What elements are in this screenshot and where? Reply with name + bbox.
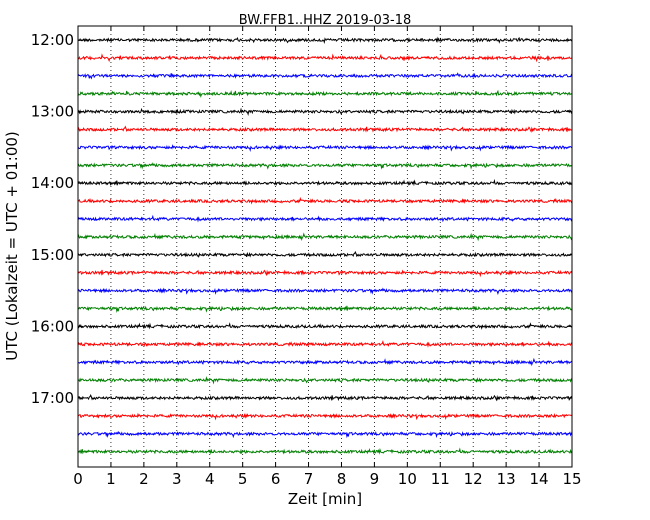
- x-tick-label: 11: [431, 470, 450, 488]
- trace-15: [77, 305, 573, 313]
- grid-lines: [110, 26, 540, 467]
- trace-7: [77, 162, 573, 170]
- x-axis-ticks: 0 1 2 3 4 5 6 7 8 9 10 11 12 13 14 15: [73, 26, 582, 488]
- trace-10: [77, 214, 573, 223]
- trace-23: [77, 447, 573, 455]
- trace-22: [77, 430, 573, 439]
- trace-5: [77, 125, 573, 133]
- trace-4: [77, 107, 573, 116]
- trace-6: [77, 144, 573, 153]
- x-tick-label: 9: [370, 470, 380, 488]
- x-tick-label: 14: [530, 470, 549, 488]
- trace-9: [77, 196, 573, 205]
- y-tick-label: 17:00: [31, 389, 74, 407]
- x-tick-label: 6: [271, 470, 281, 488]
- y-tick-label: 13:00: [31, 103, 74, 121]
- trace-13: [77, 269, 573, 278]
- plot-frame: [77, 25, 573, 468]
- x-tick-label: 13: [497, 470, 516, 488]
- trace-18: [77, 357, 573, 367]
- x-tick-label: 7: [304, 470, 314, 488]
- y-axis-ticks: 12:00 13:00 14:00 15:00 16:00 17:00: [31, 31, 572, 407]
- y-tick-label: 12:00: [31, 31, 74, 49]
- x-tick-label: 5: [238, 470, 248, 488]
- trace-19: [77, 375, 573, 385]
- trace-2: [77, 72, 573, 80]
- x-tick-label: 0: [73, 470, 83, 488]
- trace-11: [77, 232, 573, 242]
- x-tick-label: 4: [205, 470, 215, 488]
- trace-3: [77, 89, 573, 98]
- y-tick-label: 15:00: [31, 246, 74, 264]
- trace-16: [77, 322, 573, 330]
- x-tick-label: 8: [337, 470, 347, 488]
- x-axis-label: Zeit [min]: [288, 490, 362, 508]
- x-tick-label: 10: [398, 470, 417, 488]
- trace-1: [77, 53, 573, 63]
- x-tick-label: 12: [464, 470, 483, 488]
- x-tick-label: 2: [139, 470, 149, 488]
- y-tick-label: 16:00: [31, 317, 74, 335]
- trace-0: [77, 36, 572, 44]
- trace-12: [77, 250, 573, 258]
- x-tick-label: 3: [172, 470, 182, 488]
- y-tick-label: 14:00: [31, 174, 74, 192]
- trace-14: [77, 287, 573, 295]
- trace-20: [77, 393, 573, 402]
- y-axis-label: UTC (Lokalzeit = UTC + 01:00): [3, 131, 21, 361]
- x-tick-label: 15: [562, 470, 581, 488]
- seismic-traces: [77, 36, 573, 455]
- x-tick-label: 1: [106, 470, 116, 488]
- trace-21: [77, 412, 573, 421]
- trace-17: [77, 340, 573, 348]
- trace-8: [77, 178, 573, 187]
- chart-title: BW.FFB1..HHZ 2019-03-18: [239, 13, 412, 28]
